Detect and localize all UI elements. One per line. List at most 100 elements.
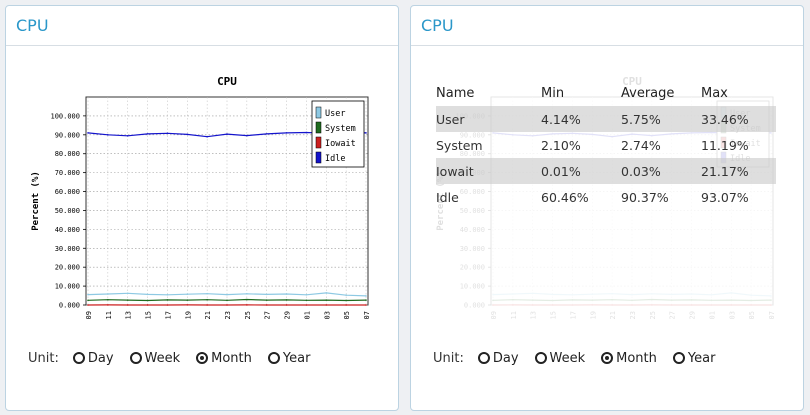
table-header-row: Name Min Average Max xyxy=(436,80,776,106)
y-tick-label: 80.000 xyxy=(55,150,80,158)
radio-checked-icon[interactable] xyxy=(601,352,614,364)
x-tick-label: 17 xyxy=(164,311,172,319)
table-row: System 2.10% 2.74% 11.19% xyxy=(436,132,776,158)
data-point-user xyxy=(166,293,169,296)
data-point-iowait xyxy=(126,304,129,306)
cpu-stats-table: Name Min Average Max User 4.14% 5.75% 33… xyxy=(436,80,776,210)
series-line-user xyxy=(492,292,772,297)
radio-checked-icon[interactable] xyxy=(196,352,209,364)
data-point-iowait xyxy=(226,304,228,306)
column-header-average: Average xyxy=(621,85,675,101)
data-point-system xyxy=(492,299,494,302)
data-point-user xyxy=(206,292,208,295)
chart-title: CPU xyxy=(622,75,642,88)
x-tick-label: 25 xyxy=(649,311,657,319)
data-point-system xyxy=(107,298,109,301)
legend-swatch xyxy=(315,151,322,164)
row-max: 11.19% xyxy=(701,137,749,153)
data-point-idle xyxy=(651,134,653,137)
data-point-system xyxy=(285,299,288,301)
data-point-system xyxy=(531,299,534,301)
data-point-idle xyxy=(571,132,574,135)
data-point-user xyxy=(571,293,574,296)
column-header-min: Min xyxy=(541,85,565,101)
data-point-iowait xyxy=(345,304,347,306)
unit-option-month[interactable]: Month xyxy=(196,351,252,366)
legend-swatch xyxy=(315,136,322,149)
x-tick-label: 11 xyxy=(510,311,518,319)
data-point-system xyxy=(710,299,713,302)
data-point-iowait xyxy=(551,304,554,306)
data-point-idle xyxy=(107,134,109,136)
y-tick-label: 40.000 xyxy=(460,226,485,234)
y-axis-label: Percent (%) xyxy=(31,171,41,231)
legend-label: System xyxy=(325,124,356,134)
data-point-iowait xyxy=(365,304,367,306)
radio-icon[interactable] xyxy=(129,352,142,364)
unit-selector: Unit: Day Week Month Year xyxy=(28,349,326,367)
data-point-system xyxy=(246,298,248,301)
x-tick-label: 07 xyxy=(768,311,775,319)
data-point-idle xyxy=(710,131,713,134)
unit-option-label: Day xyxy=(87,350,114,366)
data-point-user xyxy=(325,292,328,294)
y-tick-label: 20.000 xyxy=(460,264,485,272)
x-tick-label: 09 xyxy=(85,311,93,319)
y-tick-label: 60.000 xyxy=(460,188,485,196)
legend-swatch xyxy=(315,106,322,119)
data-point-user xyxy=(265,293,268,296)
unit-option-year[interactable]: Year xyxy=(267,351,310,366)
row-avg: 0.03% xyxy=(621,158,701,184)
radio-icon[interactable] xyxy=(267,352,280,364)
x-tick-label: 03 xyxy=(323,311,331,319)
data-point-user xyxy=(710,293,713,296)
unit-option-label: Month xyxy=(211,350,252,366)
panel-title: CPU xyxy=(421,16,454,35)
y-tick-label: 30.000 xyxy=(460,245,485,253)
x-tick-label: 23 xyxy=(224,311,232,319)
data-point-system xyxy=(551,299,554,302)
x-tick-label: 21 xyxy=(609,311,617,319)
row-max: 33.46% xyxy=(701,106,776,132)
table-row: User 4.14% 5.75% 33.46% xyxy=(436,106,776,132)
x-tick-label: 25 xyxy=(244,311,252,319)
data-point-user xyxy=(770,295,772,297)
radio-icon[interactable] xyxy=(534,352,547,364)
row-min: 2.10% xyxy=(541,137,581,153)
legend-label: Iowait xyxy=(325,139,356,149)
y-tick-label: 70.000 xyxy=(55,169,80,177)
data-point-user xyxy=(611,292,613,295)
unit-option-label: Month xyxy=(616,350,657,366)
unit-label: Unit: xyxy=(433,350,464,366)
radio-icon[interactable] xyxy=(72,352,85,364)
x-tick-label: 15 xyxy=(145,311,153,319)
y-tick-label: 0.000 xyxy=(464,302,485,310)
series-line-system xyxy=(492,298,772,302)
unit-option-day[interactable]: Day xyxy=(72,350,114,366)
x-tick-label: 23 xyxy=(629,311,637,319)
unit-option-week[interactable]: Week xyxy=(129,351,180,366)
legend-swatch xyxy=(315,121,322,134)
cpu-chart-svg: CPU Percent (%) 0.000 10.000 20.000 30.000 40.… xyxy=(18,63,371,346)
data-point-idle xyxy=(146,133,149,135)
unit-option-month[interactable]: Month xyxy=(601,351,657,366)
unit-option-day[interactable]: Day xyxy=(477,351,519,366)
data-point-iowait xyxy=(690,304,693,306)
unit-option-week[interactable]: Week xyxy=(534,351,585,366)
unit-option-year[interactable]: Year xyxy=(672,351,715,366)
data-point-system xyxy=(770,299,772,301)
y-tick-label: 10.000 xyxy=(55,283,80,291)
radio-icon[interactable] xyxy=(672,352,685,364)
radio-icon[interactable] xyxy=(477,352,490,364)
y-tick-label: 60.000 xyxy=(55,188,80,196)
data-point-user xyxy=(492,293,494,296)
data-point-iowait xyxy=(730,304,733,306)
data-point-system xyxy=(631,299,633,302)
data-point-user xyxy=(591,293,594,296)
data-point-user xyxy=(750,294,752,296)
data-point-user xyxy=(670,293,673,296)
data-point-system xyxy=(265,299,268,301)
data-point-idle xyxy=(246,134,248,137)
data-point-user xyxy=(512,293,514,295)
row-max: 21.17% xyxy=(701,158,776,184)
